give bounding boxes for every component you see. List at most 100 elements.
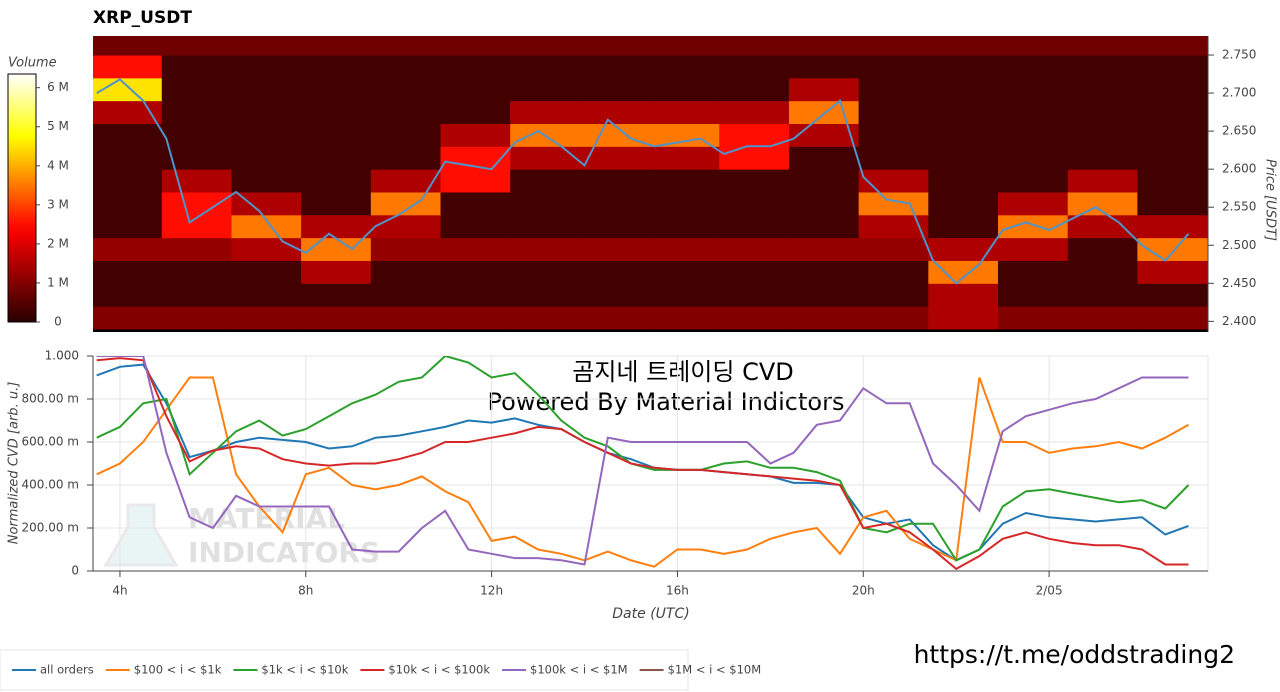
heatmap-cell (649, 237, 720, 261)
y-tick-label: 600.00 m (22, 435, 80, 449)
heatmap-cell (1137, 214, 1208, 239)
heatmap-cell (579, 237, 651, 261)
y-tick-label: 400.00 m (22, 478, 80, 492)
heatmap-cell (440, 214, 511, 239)
heatmap-cell (858, 214, 929, 239)
heatmap-cell (440, 169, 511, 193)
heatmap-cell (1067, 306, 1138, 330)
heatmap-cell (161, 306, 232, 330)
x-tick-label: 2/05 (1036, 584, 1063, 598)
heatmap-cell (301, 123, 372, 147)
heatmap-cell (93, 123, 163, 147)
heatmap-cell (301, 100, 372, 125)
heatmap-cell (1067, 77, 1138, 102)
heatmap-cell (161, 123, 232, 147)
heatmap-cell (649, 191, 720, 216)
heatmap-cell (858, 146, 929, 170)
series-line (96, 363, 1189, 562)
heatmap-cell (161, 146, 232, 170)
heatmap-cell (788, 260, 860, 284)
footer-link[interactable]: https://t.me/oddstrading2 (914, 640, 1235, 669)
heatmap-cell (231, 191, 302, 216)
heatmap-cell (231, 100, 302, 125)
y-tick-label: 2.650 (1222, 124, 1256, 138)
heatmap-cell (1137, 260, 1208, 284)
heatmap-cell (579, 191, 651, 216)
heatmap-cell (579, 169, 651, 193)
colorbar-tick-label: 3 M (47, 197, 69, 211)
heatmap-cell (788, 306, 860, 330)
heatmap-cell (579, 55, 651, 79)
heatmap-cell (161, 55, 232, 79)
x-tick-label: 16h (666, 584, 689, 598)
heatmap-cell (370, 237, 442, 261)
heatmap-cell (370, 55, 442, 79)
heatmap-cell (928, 191, 999, 216)
heatmap-cell (719, 283, 790, 307)
heatmap-cell (858, 123, 929, 147)
heatmap-cell (788, 283, 860, 307)
colorbar-tick-label: 1 M (47, 275, 69, 289)
heatmap-cell (719, 100, 790, 125)
heatmap-cell (998, 77, 1069, 102)
colorbar-tick-label: 5 M (47, 119, 69, 133)
heatmap-cell (788, 169, 860, 193)
colorbar-tick-label: 0 (54, 315, 62, 329)
x-tick-label: 12h (480, 584, 503, 598)
heatmap-cell (231, 214, 302, 239)
heatmap-cell (370, 146, 442, 170)
heatmap-cell (1067, 237, 1138, 261)
heatmap-cell (93, 169, 163, 193)
heatmap-cell (510, 191, 581, 216)
heatmap-cell (998, 237, 1069, 261)
heatmap-cell (719, 214, 790, 239)
colorbar-tick-label: 2 M (47, 236, 69, 250)
heatmap-cell (1067, 260, 1138, 284)
heatmap-cell (998, 214, 1069, 239)
heatmap-cell (301, 191, 372, 216)
x-tick-label: 4h (112, 584, 127, 598)
heatmap-cell (440, 306, 511, 330)
heatmap-cell (510, 77, 581, 102)
heatmap-cell (231, 306, 302, 330)
heatmap-cell (510, 55, 581, 79)
colorbar-tick-label: 4 M (47, 158, 69, 172)
x-tick-label: 8h (298, 584, 313, 598)
heatmap-cell (719, 260, 790, 284)
heatmap-cell (1137, 283, 1208, 307)
y-tick-label: 2.400 (1222, 314, 1256, 328)
heatmap-cell (649, 100, 720, 125)
heatmap-cell (1137, 169, 1208, 193)
y-tick-label: 2.700 (1222, 86, 1256, 100)
heatmap-cell (579, 214, 651, 239)
price-line (96, 78, 1190, 285)
heatmap-cell (1137, 77, 1208, 102)
heatmap-cell (579, 260, 651, 284)
heatmap-cell (998, 146, 1069, 170)
heatmap-cell (998, 283, 1069, 307)
heatmap-cell (93, 306, 163, 330)
legend-label: $100k < i < $1M (530, 663, 628, 677)
heatmap-cell (858, 237, 929, 261)
y-tick-label: 2.450 (1222, 276, 1256, 290)
heatmap-cell (649, 260, 720, 284)
legend-label: $1M < i < $10M (668, 663, 762, 677)
heatmap-cell (231, 146, 302, 170)
heatmap-cell (928, 146, 999, 170)
heatmap-cell (510, 306, 581, 330)
heatmap-cell (510, 36, 581, 56)
heatmap-cell (858, 191, 929, 216)
heatmap-cell (1137, 191, 1208, 216)
heatmap-cell (788, 55, 860, 79)
heatmap-cell (1137, 100, 1208, 125)
heatmap-cell (1067, 214, 1138, 239)
series-line (96, 356, 1189, 566)
heatmap-cell (370, 36, 442, 56)
heatmap-cell (1067, 146, 1138, 170)
series-line (96, 356, 1190, 562)
heatmap-cell (510, 214, 581, 239)
heatmap-cell (788, 36, 860, 56)
heatmap-cell (1137, 237, 1208, 261)
heatmap-cell (301, 260, 372, 284)
heatmap-cell (231, 283, 302, 307)
